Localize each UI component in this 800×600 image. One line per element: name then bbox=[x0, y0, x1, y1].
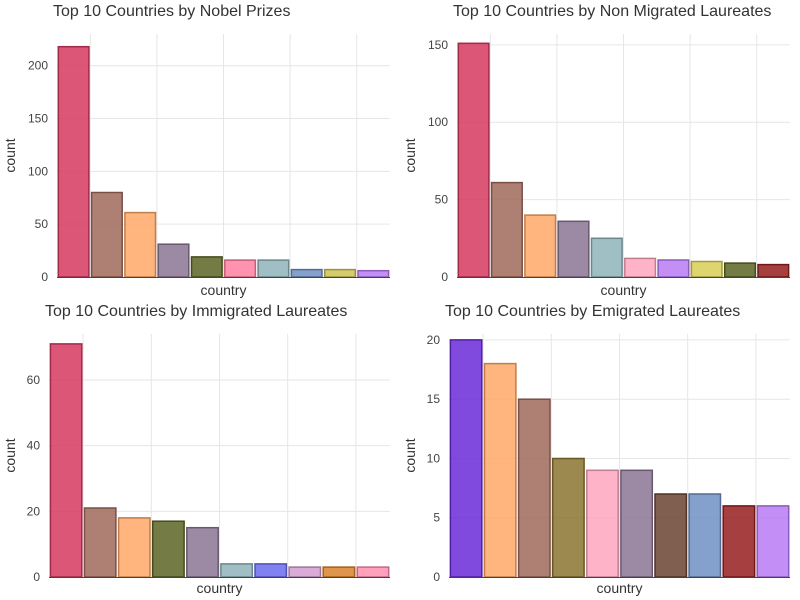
bar[interactable] bbox=[322, 566, 356, 578]
bar[interactable] bbox=[83, 507, 117, 578]
y-tick-label: 0 bbox=[441, 270, 448, 284]
bar[interactable] bbox=[356, 566, 390, 578]
bar[interactable] bbox=[457, 42, 490, 278]
bar[interactable] bbox=[323, 268, 357, 278]
y-tick-label: 60 bbox=[27, 373, 41, 387]
bar[interactable] bbox=[483, 362, 517, 578]
bar[interactable] bbox=[290, 268, 323, 278]
x-axis-label: country bbox=[197, 580, 243, 596]
chart-panel: Top 10 Countries by Nobel Prizes 0 50 100 15… bbox=[2, 3, 390, 298]
y-tick-label: 150 bbox=[28, 112, 48, 126]
y-axis-label: count bbox=[2, 138, 18, 172]
bar[interactable] bbox=[254, 563, 288, 578]
bar[interactable] bbox=[551, 457, 585, 578]
bar[interactable] bbox=[688, 493, 722, 578]
bar[interactable] bbox=[49, 343, 83, 578]
bar[interactable] bbox=[557, 220, 590, 278]
bar[interactable] bbox=[590, 237, 623, 278]
chart-title: Top 10 Countries by Immigrated Laureates bbox=[45, 303, 347, 320]
bar[interactable] bbox=[57, 45, 90, 278]
bar[interactable] bbox=[757, 263, 790, 278]
x-axis-label: country bbox=[597, 580, 643, 596]
y-tick-label: 0 bbox=[433, 570, 440, 584]
chart-title: Top 10 Countries by Nobel Prizes bbox=[53, 3, 290, 20]
chart-panel: Top 10 Countries by Immigrated Laureates… bbox=[2, 303, 390, 596]
bar[interactable] bbox=[190, 256, 223, 278]
bar[interactable] bbox=[224, 259, 257, 278]
x-axis-label: country bbox=[601, 282, 647, 298]
x-axis-label: country bbox=[201, 282, 247, 298]
y-tick-label: 0 bbox=[33, 570, 40, 584]
y-tick-label: 20 bbox=[427, 333, 441, 347]
y-tick-label: 5 bbox=[433, 511, 440, 525]
bar[interactable] bbox=[722, 505, 756, 578]
bar[interactable] bbox=[756, 505, 790, 578]
y-axis-label: count bbox=[402, 138, 418, 172]
y-tick-label: 20 bbox=[27, 504, 41, 518]
bar[interactable] bbox=[620, 469, 654, 578]
y-tick-label: 200 bbox=[28, 59, 48, 73]
bar[interactable] bbox=[657, 259, 690, 278]
bar[interactable] bbox=[490, 181, 523, 278]
bar[interactable] bbox=[449, 339, 483, 578]
y-tick-label: 50 bbox=[35, 217, 49, 231]
bar[interactable] bbox=[517, 398, 551, 578]
y-tick-label: 100 bbox=[428, 115, 448, 129]
bar[interactable] bbox=[186, 526, 219, 578]
chart-panel: Top 10 Countries by Emigrated Laureates 0… bbox=[402, 303, 790, 596]
chart-panel: Top 10 Countries by Non Migrated Laureat… bbox=[402, 3, 790, 298]
bar[interactable] bbox=[690, 260, 723, 278]
bar[interactable] bbox=[90, 191, 123, 278]
y-axis-label: count bbox=[2, 438, 18, 472]
bar[interactable] bbox=[257, 259, 290, 278]
bar[interactable] bbox=[117, 517, 151, 578]
y-tick-label: 0 bbox=[41, 270, 48, 284]
bar[interactable] bbox=[220, 563, 254, 578]
y-tick-label: 40 bbox=[27, 439, 41, 453]
y-tick-label: 50 bbox=[435, 193, 449, 207]
bar[interactable] bbox=[586, 469, 619, 578]
chart-title: Top 10 Countries by Non Migrated Laureat… bbox=[453, 3, 771, 20]
y-axis-label: count bbox=[402, 438, 418, 472]
bar[interactable] bbox=[524, 214, 557, 278]
bar[interactable] bbox=[288, 566, 322, 578]
bar[interactable] bbox=[723, 262, 757, 278]
y-tick-label: 100 bbox=[28, 164, 48, 178]
bar[interactable] bbox=[654, 493, 688, 578]
bar[interactable] bbox=[357, 269, 390, 278]
bar[interactable] bbox=[124, 211, 157, 278]
y-tick-label: 150 bbox=[428, 38, 448, 52]
chart-title: Top 10 Countries by Emigrated Laureates bbox=[445, 303, 740, 320]
bar[interactable] bbox=[624, 257, 657, 278]
bar[interactable] bbox=[151, 520, 185, 578]
y-tick-label: 15 bbox=[427, 392, 441, 406]
bar[interactable] bbox=[157, 243, 190, 278]
y-tick-label: 10 bbox=[427, 451, 441, 465]
